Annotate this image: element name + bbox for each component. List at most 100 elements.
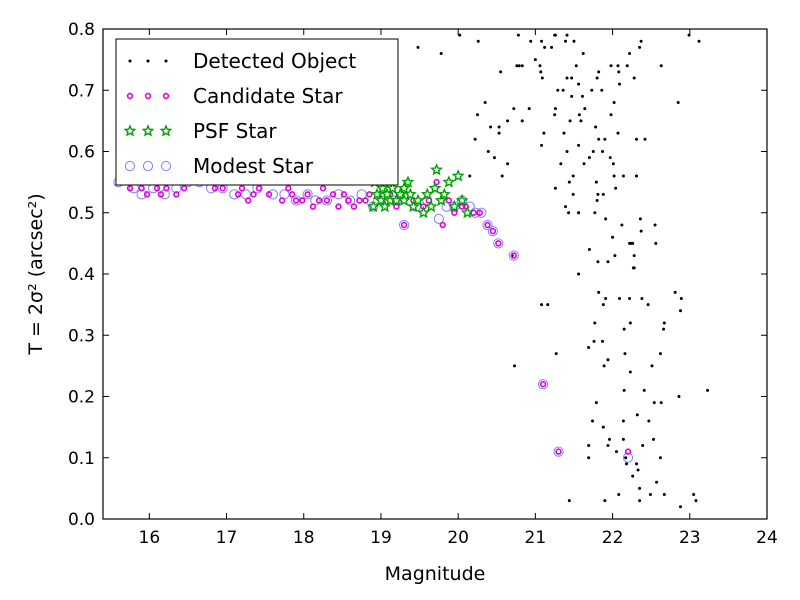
data-point	[662, 327, 666, 331]
data-point	[475, 113, 479, 117]
data-point	[542, 131, 546, 135]
data-point	[652, 401, 656, 405]
data-point	[362, 197, 369, 204]
data-point	[229, 189, 240, 200]
data-point	[516, 33, 520, 37]
legend-marker	[160, 160, 172, 172]
data-point	[386, 181, 400, 194]
y-tick-label: 0.2	[68, 388, 95, 408]
data-point	[632, 266, 636, 270]
data-point	[555, 448, 562, 455]
data-point	[642, 388, 646, 392]
data-point	[553, 33, 557, 37]
data-point	[458, 33, 462, 37]
data-point	[244, 197, 252, 204]
data-point	[655, 480, 659, 484]
data-point	[635, 137, 639, 141]
data-point	[476, 39, 480, 43]
data-point	[567, 211, 571, 215]
data-point	[692, 493, 696, 496]
data-point	[643, 137, 647, 141]
data-point	[340, 191, 348, 198]
data-point	[370, 187, 384, 200]
data-point	[639, 39, 643, 43]
data-point	[350, 203, 358, 210]
data-point	[447, 199, 461, 213]
x-tick-label: 18	[293, 528, 315, 548]
data-point	[616, 64, 620, 68]
data-point	[628, 321, 632, 325]
data-point	[153, 185, 161, 192]
data-point	[577, 211, 581, 215]
data-point	[638, 486, 642, 490]
y-tick-label: 0.0	[68, 510, 95, 530]
data-point	[587, 248, 591, 251]
data-point	[638, 45, 642, 49]
legend-marker	[123, 124, 137, 137]
data-point	[515, 64, 519, 68]
data-point	[321, 195, 333, 206]
data-point	[654, 241, 658, 245]
data-point	[706, 388, 710, 392]
data-point	[621, 419, 625, 423]
data-point	[647, 419, 651, 423]
x-tick-label: 16	[139, 528, 161, 548]
data-point	[288, 191, 296, 198]
data-point	[625, 64, 629, 68]
data-point	[620, 223, 624, 227]
data-point	[580, 94, 584, 98]
data-point	[539, 70, 543, 74]
data-point	[473, 137, 477, 141]
data-point	[594, 401, 598, 405]
x-tick-label: 19	[370, 528, 392, 548]
legend-label: Modest Star	[193, 154, 314, 178]
data-point	[495, 240, 502, 247]
data-point	[565, 33, 569, 37]
data-point	[506, 162, 510, 166]
data-point	[538, 64, 542, 68]
ticks-layer: 16 17 18 19 20 21 22 23 24 0.0 0.1 0.2 0.3 0.4 0.5 0.6 0…	[68, 20, 778, 548]
data-point	[659, 64, 663, 68]
x-tick-label: 20	[447, 528, 469, 548]
data-point	[617, 493, 621, 496]
data-point	[476, 209, 483, 216]
data-point	[587, 444, 591, 447]
data-point	[623, 352, 627, 356]
data-point	[592, 339, 596, 343]
data-point	[628, 52, 632, 55]
data-point	[508, 250, 519, 261]
data-point	[299, 197, 306, 204]
data-point	[624, 448, 632, 455]
series-modest-star	[113, 177, 634, 463]
data-point	[499, 70, 503, 74]
data-point	[567, 499, 571, 503]
data-point	[433, 213, 444, 224]
data-point	[601, 339, 605, 343]
data-point	[546, 303, 550, 307]
data-point	[537, 379, 549, 390]
data-point	[290, 195, 302, 206]
data-point	[406, 199, 420, 213]
legend-item: Modest Star	[124, 154, 314, 178]
data-point	[617, 70, 621, 74]
y-tick-label: 0.8	[68, 20, 95, 40]
data-point	[577, 272, 581, 276]
data-point	[553, 446, 564, 457]
legend-item: Candidate Star	[126, 84, 343, 108]
data-point	[400, 221, 408, 229]
data-point	[601, 192, 605, 196]
legend-marker	[146, 59, 150, 63]
data-point	[646, 303, 650, 307]
data-point	[595, 199, 599, 202]
data-point	[608, 156, 612, 160]
data-point	[483, 101, 487, 104]
data-point	[489, 227, 497, 235]
data-point	[458, 203, 466, 210]
data-point	[593, 211, 597, 215]
data-point	[579, 119, 583, 123]
data-point	[451, 209, 458, 216]
data-point	[430, 163, 444, 176]
data-point	[593, 321, 597, 325]
data-point	[676, 101, 680, 104]
data-point	[640, 297, 644, 300]
